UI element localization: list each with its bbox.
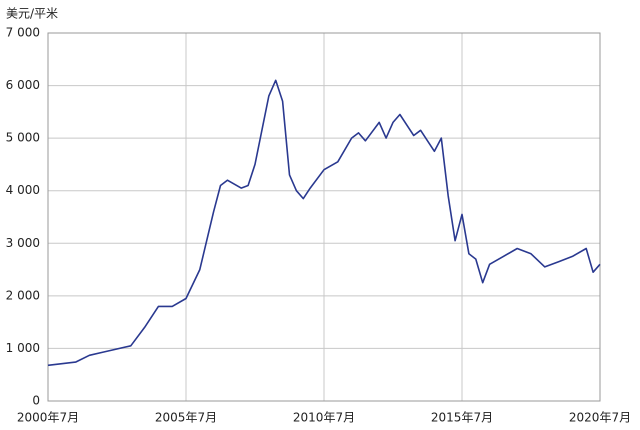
plot-frame xyxy=(47,32,601,402)
x-tick-label: 2000年7月 xyxy=(17,411,79,425)
x-tick-label: 2010年7月 xyxy=(293,411,355,425)
x-tick-label: 2005年7月 xyxy=(155,411,217,425)
y-tick-label: 7 000 xyxy=(6,26,40,40)
x-tick-label: 2015年7月 xyxy=(431,411,493,425)
y-tick-label: 0 xyxy=(32,394,40,408)
y-tick-label: 2 000 xyxy=(6,288,40,302)
y-tick-label: 3 000 xyxy=(6,236,40,250)
y-axis-label: 美元/平米 xyxy=(6,7,58,21)
y-tick-label: 1 000 xyxy=(6,341,40,355)
y-tick-label: 4 000 xyxy=(6,183,40,197)
y-tick-label: 6 000 xyxy=(6,78,40,92)
y-tick-label: 5 000 xyxy=(6,131,40,145)
data-line xyxy=(47,79,601,367)
x-tick-label: 2020年7月 xyxy=(569,411,631,425)
